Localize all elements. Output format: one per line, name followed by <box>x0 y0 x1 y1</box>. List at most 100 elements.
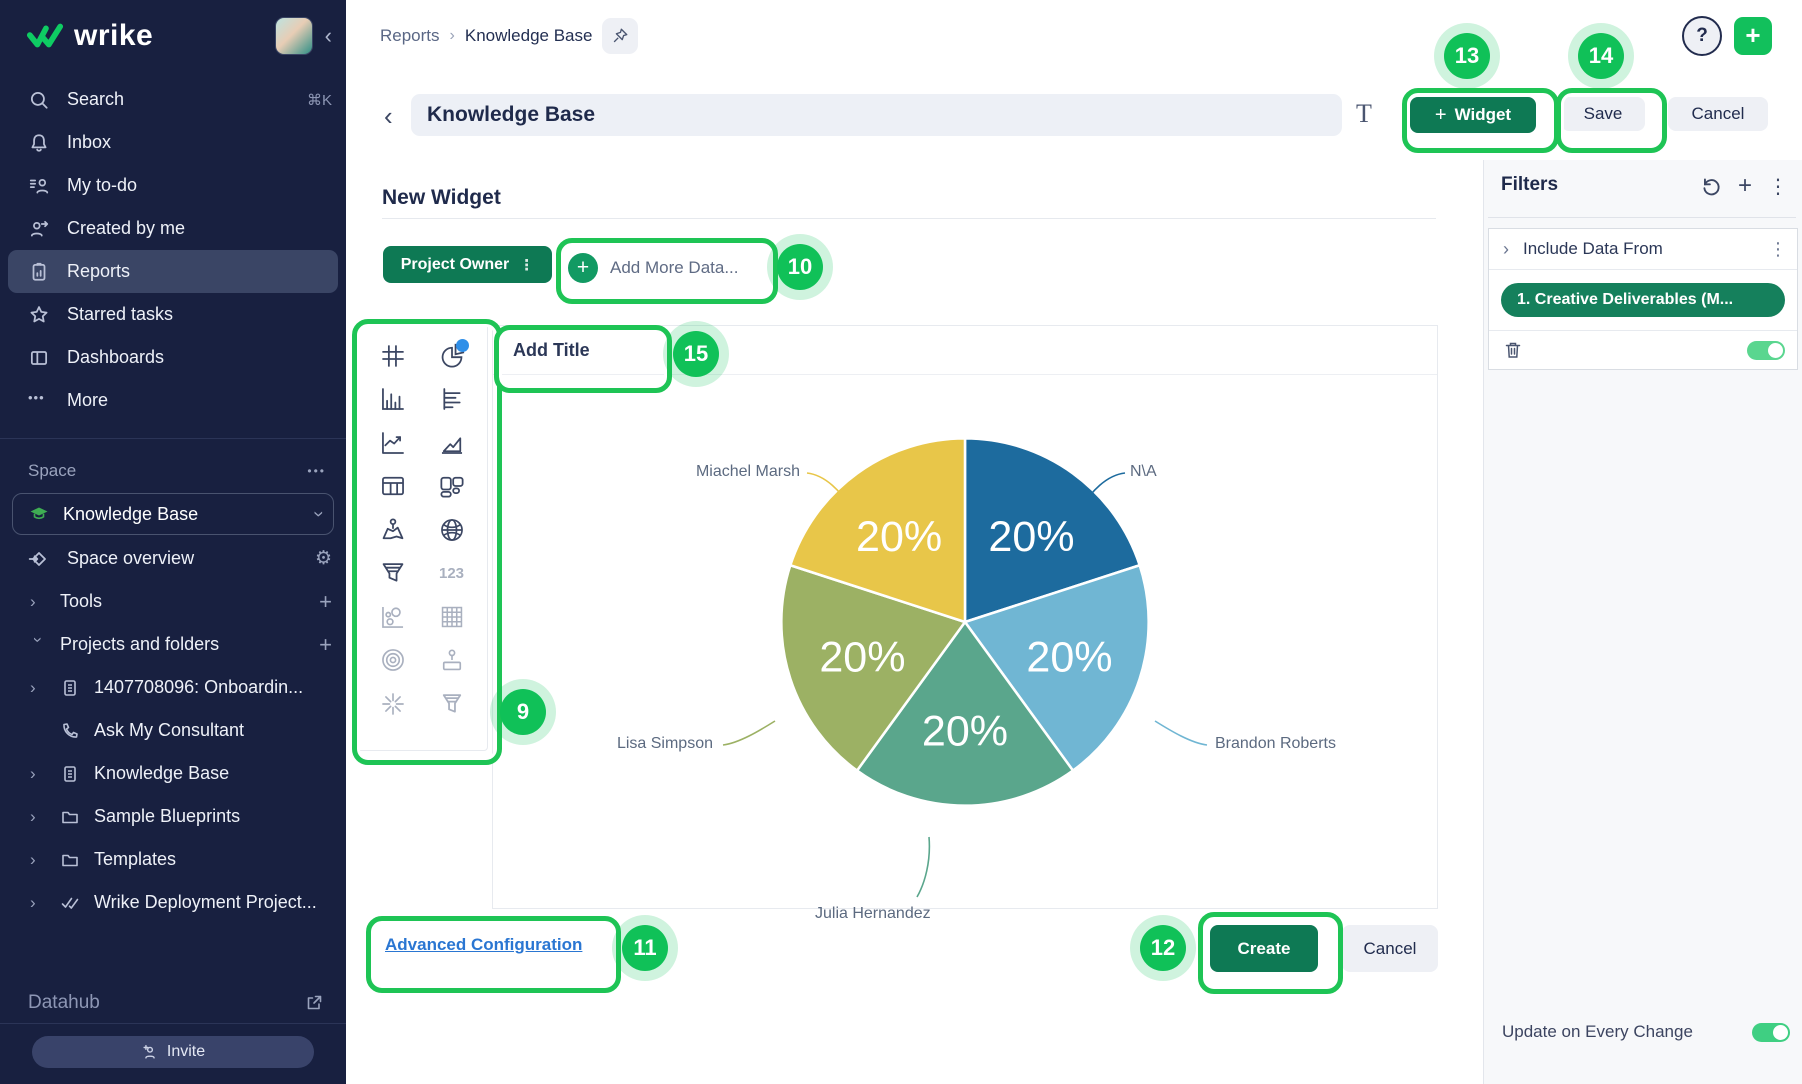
chevron-right-icon[interactable]: › <box>30 849 36 869</box>
user-avatar[interactable] <box>274 17 313 55</box>
sidebar-nav: Search ⌘K Inbox My to-do Created by me R… <box>0 78 346 422</box>
datahub-label: Datahub <box>28 992 100 1013</box>
add-more-data-button[interactable]: + Add More Data... <box>568 250 739 286</box>
board-layout-icon[interactable] <box>439 473 465 499</box>
sidebar-item-created-by-me[interactable]: Created by me <box>0 207 346 250</box>
save-button[interactable]: Save <box>1561 97 1645 131</box>
widget-title-input[interactable]: Add Title <box>493 326 1437 375</box>
bubble-chart-icon[interactable] <box>380 604 406 630</box>
title-bar: ‹ T + Widget Save Cancel <box>346 71 1802 160</box>
help-icon[interactable]: ? <box>1682 15 1722 56</box>
globe-icon[interactable] <box>439 517 465 543</box>
chevron-down-icon[interactable]: › <box>29 636 48 643</box>
filters-panel: Filters + ⋮ › Include Data From ⋮ 1. Cre… <box>1483 160 1802 1084</box>
project-item-templates[interactable]: › Templates <box>0 838 346 881</box>
pin-icon[interactable] <box>602 17 639 54</box>
space-section-label: Space ••• <box>0 451 346 491</box>
sunburst-chart-icon[interactable] <box>380 691 406 717</box>
trash-icon[interactable] <box>1503 340 1523 360</box>
sidebar-group-projects-folders[interactable]: › Projects and folders + <box>0 623 346 666</box>
sidebar-item-label: Space overview <box>67 548 195 568</box>
add-widget-button[interactable]: + Widget <box>1410 97 1536 133</box>
pivot-grid-icon[interactable] <box>439 604 465 630</box>
filters-menu-icon[interactable]: ⋮ <box>1768 175 1788 198</box>
back-icon[interactable]: ‹ <box>384 101 393 131</box>
breadcrumb-knowledge-base[interactable]: Knowledge Base <box>464 25 593 45</box>
project-owner-chip[interactable]: Project Owner ⋮ <box>383 246 552 283</box>
include-data-from-row[interactable]: › Include Data From ⋮ <box>1489 229 1797 270</box>
advanced-configuration-link[interactable]: Advanced Configuration <box>385 935 583 954</box>
sidebar-item-space-overview[interactable]: Space overview ⚙ <box>0 537 346 580</box>
chevron-right-icon[interactable]: › <box>30 677 36 697</box>
project-item-onboarding[interactable]: › 1407708096: Onboardin... <box>0 666 346 709</box>
kebab-icon[interactable]: ⋮ <box>1769 238 1787 259</box>
sidebar-item-starred-tasks[interactable]: Starred tasks <box>0 293 346 336</box>
update-on-every-change-toggle[interactable] <box>1752 1022 1790 1042</box>
slice-label-brandon-roberts: Brandon Roberts <box>1215 735 1336 752</box>
add-tool-icon[interactable]: + <box>319 588 332 614</box>
text-widget-icon[interactable]: T <box>1356 99 1372 128</box>
space-menu-icon[interactable]: ••• <box>307 464 326 478</box>
source-enabled-toggle[interactable] <box>1747 340 1785 360</box>
reset-filters-icon[interactable] <box>1700 175 1722 197</box>
project-item-ask-my-consultant[interactable]: Ask My Consultant <box>0 709 346 752</box>
widget-cancel-button[interactable]: Cancel <box>1342 925 1438 972</box>
datahub-section[interactable]: Datahub <box>0 983 346 1023</box>
breadcrumb-reports[interactable]: Reports <box>380 25 440 45</box>
org-chart-icon[interactable] <box>439 647 465 673</box>
area-chart-icon[interactable] <box>439 430 465 456</box>
create-button[interactable]: Create <box>1210 925 1318 972</box>
pie-slice-miachel-marsh[interactable] <box>789 437 967 624</box>
pie-slice-brandon-roberts[interactable] <box>963 563 1150 772</box>
sidebar-group-tools[interactable]: › Tools + <box>0 580 346 623</box>
sidebar-item-more[interactable]: ••• More <box>0 379 346 422</box>
slice-label-na: N\A <box>1130 463 1157 480</box>
project-item-wrike-deployment[interactable]: › Wrike Deployment Project... <box>0 881 346 924</box>
chevron-right-icon[interactable]: › <box>30 806 36 826</box>
sidebar-collapse-icon[interactable]: ‹ <box>324 23 332 48</box>
radial-chart-icon[interactable] <box>380 647 406 673</box>
kebab-icon[interactable]: ⋮ <box>519 256 535 274</box>
slice-label-miachel-marsh: Miachel Marsh <box>695 463 800 480</box>
pie-slice-na[interactable] <box>963 437 1141 624</box>
add-project-icon[interactable]: + <box>319 631 332 657</box>
update-on-every-change-label: Update on Every Change <box>1502 1022 1693 1041</box>
chevron-right-icon[interactable]: › <box>30 892 36 912</box>
external-link-icon[interactable] <box>304 993 324 1013</box>
funnel-icon[interactable] <box>380 560 406 586</box>
pie-slice-julia-hernandez[interactable] <box>855 620 1075 807</box>
sidebar-item-search[interactable]: Search ⌘K <box>0 78 346 121</box>
project-item-knowledge-base[interactable]: › Knowledge Base <box>0 752 346 795</box>
map-icon[interactable] <box>380 517 406 543</box>
breadcrumb-separator-icon: › <box>449 26 455 44</box>
bar-chart-icon[interactable] <box>439 386 465 412</box>
line-chart-icon[interactable] <box>380 430 406 456</box>
pie-chart-icon[interactable] <box>439 338 469 369</box>
pie-chart-svg: 20% 20% 20% 20% 20% <box>780 437 1150 807</box>
add-more-data-label: Add More Data... <box>610 258 739 277</box>
chevron-right-icon[interactable]: › <box>30 591 36 611</box>
table-columns-icon[interactable] <box>380 473 406 499</box>
grid-chart-icon[interactable] <box>380 343 406 369</box>
gear-icon[interactable]: ⚙ <box>314 548 332 569</box>
dashboards-icon <box>28 347 50 369</box>
sidebar-item-inbox[interactable]: Inbox <box>0 121 346 164</box>
invite-button[interactable]: Invite <box>32 1036 314 1068</box>
sidebar-item-dashboards[interactable]: Dashboards <box>0 336 346 379</box>
chevron-right-icon[interactable]: › <box>30 763 36 783</box>
funnel-filled-icon[interactable] <box>439 691 465 717</box>
sidebar-item-reports[interactable]: Reports <box>8 250 338 293</box>
pie-slice-lisa-simpson[interactable] <box>780 563 967 772</box>
column-chart-icon[interactable] <box>380 386 406 412</box>
sidebar-item-my-todo[interactable]: My to-do <box>0 164 346 207</box>
space-selector[interactable]: Knowledge Base › <box>12 493 334 535</box>
global-add-button[interactable]: + <box>1734 16 1772 55</box>
add-filter-icon[interactable]: + <box>1737 172 1752 199</box>
report-title-input[interactable] <box>411 94 1342 136</box>
cancel-button[interactable]: Cancel <box>1668 97 1768 131</box>
space-name: Knowledge Base <box>63 503 199 524</box>
numeric-123-icon[interactable]: 123 <box>438 564 465 582</box>
chevron-right-icon[interactable]: › <box>1503 238 1509 259</box>
data-source-pill[interactable]: 1. Creative Deliverables (M... <box>1501 283 1785 317</box>
project-item-sample-blueprints[interactable]: › Sample Blueprints <box>0 795 346 838</box>
